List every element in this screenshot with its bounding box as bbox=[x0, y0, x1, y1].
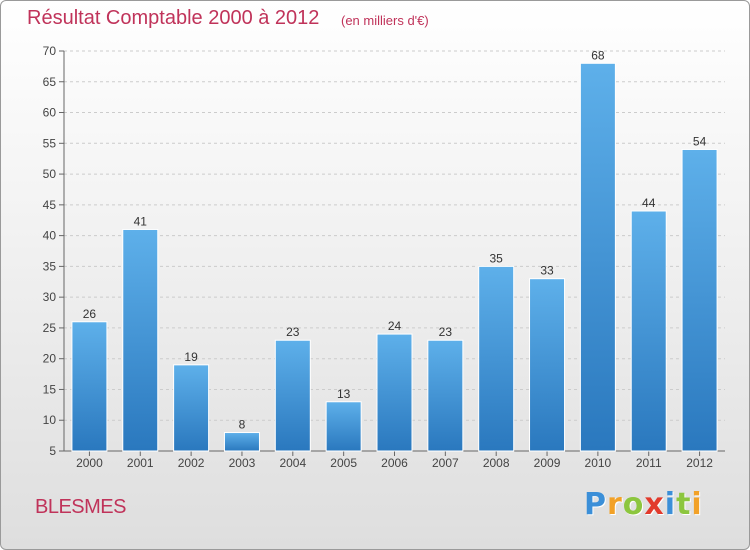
logo-letter: P bbox=[584, 487, 607, 522]
x-tick-label: 2003 bbox=[229, 456, 256, 470]
data-label: 33 bbox=[540, 264, 554, 278]
commune-name: BLESMES bbox=[35, 496, 126, 518]
bar[interactable] bbox=[122, 228, 159, 452]
y-tick-label: 35 bbox=[43, 259, 57, 273]
data-label: 13 bbox=[337, 387, 351, 401]
x-tick-label: 2009 bbox=[534, 456, 561, 470]
x-tick-label: 2008 bbox=[483, 456, 510, 470]
y-tick-label: 55 bbox=[43, 136, 57, 150]
labels: 5 10 15 20 25 30 35 40 45 50 55 60 65 70 26 2000 41 2001 1… bbox=[43, 44, 714, 470]
bar[interactable] bbox=[529, 278, 566, 452]
bar[interactable] bbox=[478, 265, 515, 452]
y-tick-label: 10 bbox=[43, 413, 57, 427]
data-label: 54 bbox=[693, 134, 707, 148]
logo-letter: i bbox=[664, 487, 677, 522]
data-label: 44 bbox=[642, 196, 656, 210]
chart-title: Résultat Comptable 2000 à 2012 bbox=[27, 7, 320, 29]
y-tick-label: 50 bbox=[43, 167, 57, 181]
y-tick-label: 40 bbox=[43, 229, 57, 243]
bar[interactable] bbox=[173, 364, 210, 452]
y-tick-label: 25 bbox=[43, 321, 57, 335]
x-tick-label: 2007 bbox=[432, 456, 459, 470]
bar[interactable] bbox=[630, 210, 667, 452]
data-label: 8 bbox=[239, 418, 246, 432]
data-label: 68 bbox=[591, 48, 605, 62]
bar[interactable] bbox=[274, 339, 311, 452]
data-label: 19 bbox=[184, 350, 198, 364]
x-tick-label: 2006 bbox=[381, 456, 408, 470]
bar[interactable] bbox=[325, 401, 362, 452]
y-tick-label: 45 bbox=[43, 198, 57, 212]
bar[interactable] bbox=[71, 321, 108, 452]
x-tick-label: 2012 bbox=[686, 456, 713, 470]
logo-letter: r bbox=[607, 487, 623, 522]
logo-letter: o bbox=[622, 487, 645, 522]
chart-subtitle: (en milliers d'€) bbox=[341, 13, 429, 28]
y-tick-label: 70 bbox=[43, 44, 57, 58]
x-tick-label: 2000 bbox=[76, 456, 103, 470]
y-tick-label: 20 bbox=[43, 352, 57, 366]
data-label: 35 bbox=[490, 251, 504, 265]
y-tick-label: 30 bbox=[43, 290, 57, 304]
y-tick-label: 65 bbox=[43, 75, 57, 89]
x-tick-label: 2010 bbox=[585, 456, 612, 470]
bar[interactable] bbox=[681, 148, 718, 452]
y-tick-label: 5 bbox=[49, 444, 56, 458]
bar[interactable] bbox=[427, 339, 464, 452]
x-tick-label: 2005 bbox=[330, 456, 357, 470]
logo-letter: t bbox=[676, 487, 692, 522]
data-label: 41 bbox=[134, 214, 148, 228]
x-tick-label: 2002 bbox=[178, 456, 205, 470]
x-tick-label: 2004 bbox=[279, 456, 306, 470]
y-tick-label: 15 bbox=[43, 382, 57, 396]
y-tick-label: 60 bbox=[43, 106, 57, 120]
logo-letter: x bbox=[644, 487, 665, 522]
x-tick-label: 2011 bbox=[636, 456, 662, 470]
x-tick-label: 2001 bbox=[127, 456, 154, 470]
bar[interactable] bbox=[223, 432, 260, 452]
logo-letter: i bbox=[691, 487, 703, 522]
data-label: 23 bbox=[286, 325, 300, 339]
bar[interactable] bbox=[376, 333, 413, 452]
data-label: 26 bbox=[83, 307, 97, 321]
proxiti-logo[interactable]: Proxiti bbox=[584, 487, 703, 522]
bars bbox=[71, 62, 718, 452]
data-label: 24 bbox=[388, 319, 402, 333]
data-label: 23 bbox=[439, 325, 453, 339]
bar[interactable] bbox=[579, 62, 616, 452]
